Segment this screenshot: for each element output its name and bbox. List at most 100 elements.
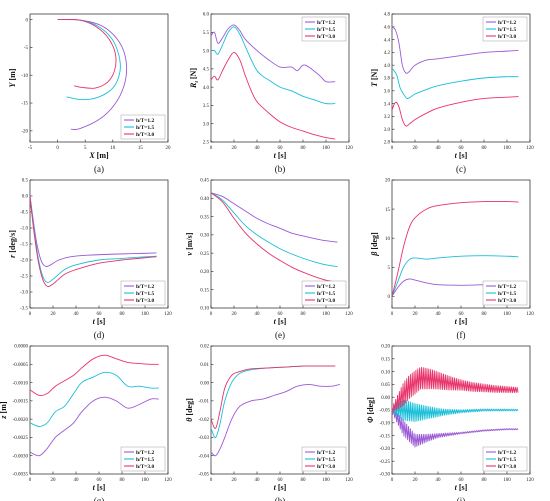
y-tick-label: 0.05 bbox=[381, 383, 390, 388]
y-tick-label: 0.5 bbox=[22, 179, 29, 184]
y-tick-label: -0.05 bbox=[199, 473, 210, 478]
legend: h/T=1.2h/T=1.5h/T=3.0 bbox=[120, 114, 166, 140]
x-tick-label: 120 bbox=[345, 478, 353, 483]
x-axis-label: t [s] bbox=[93, 317, 106, 326]
legend-label: h/T=1.2 bbox=[136, 118, 155, 124]
series-line-h12 bbox=[392, 26, 519, 74]
x-tick-label: 60 bbox=[278, 478, 284, 483]
series-line-h15 bbox=[211, 26, 336, 105]
x-tick-label: 40 bbox=[436, 478, 442, 483]
series-line-h30 bbox=[57, 18, 117, 89]
series-line-h30 bbox=[30, 195, 157, 287]
y-tick-label: 0.10 bbox=[381, 370, 390, 375]
series-line-h30 bbox=[30, 354, 159, 397]
x-tick-label: 20 bbox=[232, 312, 238, 317]
y-tick-label: -20 bbox=[21, 130, 28, 135]
series-line-h30 bbox=[392, 200, 519, 297]
x-tick-label: 60 bbox=[459, 478, 465, 483]
y-tick-label: -0.15 bbox=[380, 434, 391, 439]
x-tick-label: 120 bbox=[526, 312, 534, 317]
y-tick-label: -1.0 bbox=[20, 227, 28, 232]
legend-label: h/T=3.0 bbox=[317, 298, 336, 304]
y-tick-label: 4.6 bbox=[384, 26, 391, 31]
x-tick-label: 100 bbox=[141, 312, 149, 317]
x-tick-label: 80 bbox=[482, 146, 488, 151]
panel-caption: (h) bbox=[275, 496, 286, 501]
x-axis-label: t [s] bbox=[274, 151, 287, 160]
series-line-h12 bbox=[211, 192, 338, 243]
legend-label: h/T=3.0 bbox=[136, 132, 155, 138]
legend-label: h/T=1.5 bbox=[498, 27, 517, 33]
x-axis-label: t [s] bbox=[455, 317, 468, 326]
x-tick-label: 10 bbox=[110, 146, 116, 151]
x-tick-label: 0 bbox=[210, 312, 213, 317]
y-tick-label: -0.0020 bbox=[13, 418, 29, 423]
y-axis-label: v [m/s] bbox=[185, 232, 194, 255]
series-group bbox=[211, 365, 340, 457]
x-tick-label: 0 bbox=[391, 146, 394, 151]
y-tick-label: 4.0 bbox=[203, 86, 210, 91]
x-tick-label: 60 bbox=[459, 146, 465, 151]
x-tick-label: 20 bbox=[232, 478, 238, 483]
legend: h/T=1.2h/T=1.5h/T=3.0 bbox=[482, 16, 528, 42]
legend-label: h/T=1.5 bbox=[317, 457, 336, 463]
y-tick-label: -0.01 bbox=[199, 400, 210, 405]
x-tick-label: 20 bbox=[413, 478, 419, 483]
y-axis-label: r [deg/s] bbox=[8, 230, 17, 258]
legend-label: h/T=1.2 bbox=[317, 20, 336, 26]
legend: h/T=1.2h/T=1.5h/T=3.0 bbox=[482, 280, 528, 306]
y-tick-label: -5 bbox=[24, 46, 29, 51]
panel-e: 0 20 40 60 80 100 120 0.10 0.15 0.20 0.25 0.30 0.35 0… bbox=[185, 179, 353, 340]
x-tick-label: 100 bbox=[322, 478, 330, 483]
legend-label: h/T=1.5 bbox=[498, 457, 517, 463]
y-tick-label: 0.30 bbox=[200, 234, 209, 239]
x-tick-label: 120 bbox=[345, 312, 353, 317]
x-tick-label: 120 bbox=[526, 478, 534, 483]
legend-label: h/T=1.2 bbox=[498, 284, 517, 290]
y-tick-label: -0.0005 bbox=[13, 363, 29, 368]
x-tick-label: 60 bbox=[278, 146, 284, 151]
y-tick-label: -1.5 bbox=[20, 243, 28, 248]
y-tick-label: 3.4 bbox=[384, 102, 391, 107]
y-tick-label: 0.0 bbox=[22, 195, 29, 200]
y-tick-label: 4.2 bbox=[384, 51, 391, 56]
legend-label: h/T=1.5 bbox=[136, 291, 155, 297]
y-tick-label: 0.0000 bbox=[14, 345, 28, 350]
y-tick-label: 0.10 bbox=[200, 307, 209, 312]
panel-caption: (e) bbox=[275, 330, 285, 340]
x-tick-label: 20 bbox=[166, 146, 172, 151]
y-tick-label: -2.5 bbox=[20, 275, 28, 280]
y-tick-label: 20 bbox=[385, 179, 391, 184]
series-line-h15 bbox=[30, 195, 157, 283]
y-tick-label: -0.0015 bbox=[13, 400, 29, 405]
series-line-h12 bbox=[30, 195, 157, 267]
x-axis-label: t [s] bbox=[93, 483, 106, 492]
y-axis-label: Y [m] bbox=[8, 68, 17, 87]
y-tick-label: 3.0 bbox=[203, 122, 210, 127]
legend-label: h/T=3.0 bbox=[498, 34, 517, 40]
legend-label: h/T=3.0 bbox=[498, 298, 517, 304]
y-tick-label: -10 bbox=[21, 74, 28, 79]
panel-c: 0 20 40 60 80 100 120 2.8 3.0 3.2 3.4 3.6 3.8 4.0 4.2 4… bbox=[370, 13, 534, 174]
panel-g: 0 20 40 60 80 100 120 0.0000 -0.0005 -0.0010 -0.00… bbox=[0, 345, 172, 501]
y-tick-label: 3.6 bbox=[384, 90, 391, 95]
x-tick-label: 80 bbox=[301, 146, 307, 151]
x-tick-label: 40 bbox=[74, 478, 80, 483]
series-line-h12 bbox=[57, 19, 128, 130]
y-tick-label: 4.5 bbox=[203, 68, 210, 73]
y-tick-label: 0.00 bbox=[381, 396, 390, 401]
y-tick-label: 4.4 bbox=[384, 38, 391, 43]
y-tick-label: 0.20 bbox=[200, 270, 209, 275]
y-tick-label: 3.8 bbox=[384, 77, 391, 82]
series-group bbox=[211, 192, 338, 283]
legend-label: h/T=3.0 bbox=[498, 464, 517, 470]
x-tick-label: 60 bbox=[97, 478, 103, 483]
x-tick-label: 0 bbox=[391, 478, 394, 483]
panel-a: -5 0 5 10 15 20 0 -5 -10 -15 -20 X [m] Y [m] (a) h/T=1… bbox=[8, 13, 172, 174]
y-tick-label: -0.0025 bbox=[13, 436, 29, 441]
y-axis-label: β [deg] bbox=[370, 232, 379, 257]
x-tick-label: 100 bbox=[503, 312, 511, 317]
legend: h/T=1.2h/T=1.5h/T=3.0 bbox=[301, 16, 347, 42]
x-tick-label: 40 bbox=[255, 312, 261, 317]
